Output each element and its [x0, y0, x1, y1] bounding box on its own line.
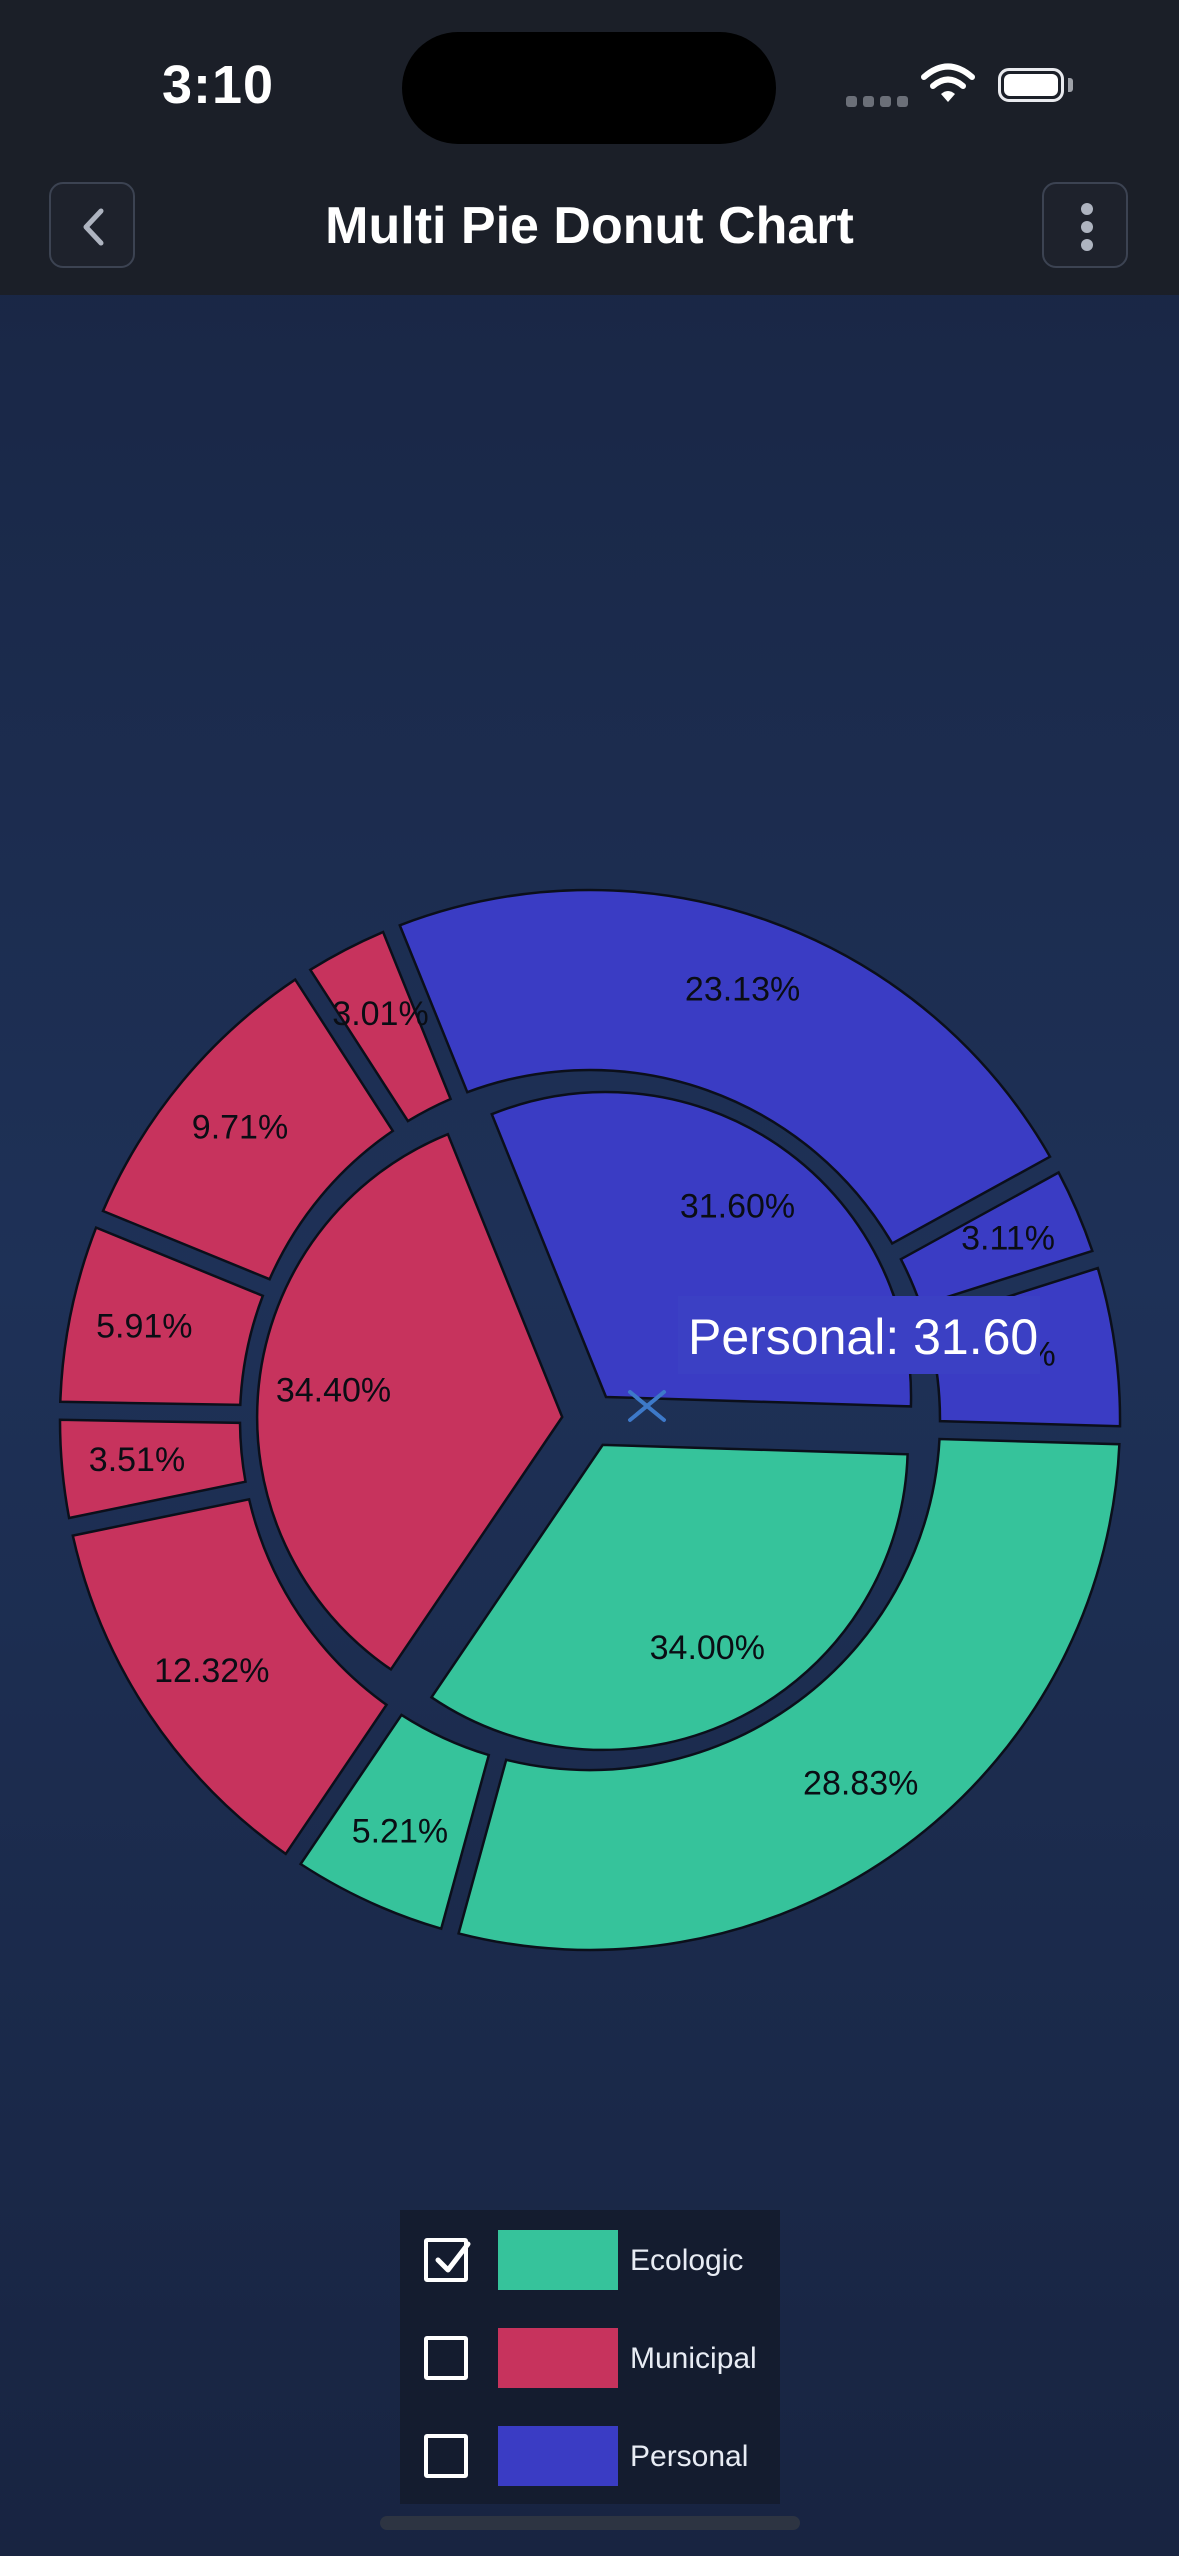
- tooltip-background: [678, 1296, 1040, 1374]
- outer-slice-ecologic-4[interactable]: [298, 1713, 491, 1931]
- data-label: 3.11%: [961, 1220, 1055, 1258]
- checkbox-unchecked[interactable]: [424, 2434, 468, 2478]
- legend-label: Ecologic: [630, 2244, 744, 2277]
- wifi-icon: [920, 62, 976, 109]
- data-label: 34.00%: [650, 1629, 765, 1667]
- navigation-bar: [0, 175, 1179, 295]
- legend: Ecologic Municipal Personal: [400, 2210, 780, 2504]
- checkmark-icon: [435, 2241, 471, 2273]
- data-label: 12.32%: [154, 1652, 269, 1690]
- data-label: 31.60%: [680, 1187, 795, 1225]
- legend-item-municipal[interactable]: Municipal: [400, 2328, 780, 2388]
- outer-slice-municipal-7[interactable]: [59, 1225, 265, 1407]
- legend-item-ecologic[interactable]: Ecologic: [400, 2230, 780, 2290]
- legend-swatch-ecologic: [498, 2230, 618, 2290]
- checkbox-checked[interactable]: [424, 2238, 471, 2282]
- status-time: 3:10: [162, 55, 275, 115]
- legend-swatch-personal: [498, 2426, 618, 2486]
- battery-cap: [1068, 78, 1073, 92]
- home-indicator: [380, 2516, 800, 2530]
- data-label: 34.40%: [276, 1372, 391, 1410]
- tooltip: Personal: 31.60: [628, 1296, 1040, 1422]
- back-button[interactable]: [49, 182, 135, 268]
- legend-label: Personal: [630, 2440, 749, 2473]
- tooltip-text: Personal: 31.60: [688, 1309, 1038, 1365]
- data-label: 3.51%: [89, 1441, 185, 1479]
- battery-icon: [998, 68, 1064, 102]
- more-vertical-icon: [1081, 203, 1093, 251]
- outer-ring: 23.13%3.11%%28.83%5.21%12.32%3.51%5.91%9…: [58, 888, 1122, 1952]
- legend-item-personal[interactable]: Personal: [400, 2426, 780, 2486]
- dynamic-island: [402, 32, 776, 144]
- outer-slice-ecologic-3[interactable]: [457, 1437, 1121, 1952]
- inner-pie: 31.60% 34.00% 34.40%: [255, 1090, 913, 1752]
- crosshair-icon: [628, 1390, 666, 1422]
- cellular-signal-icon: [846, 94, 914, 112]
- outer-slice-municipal-5[interactable]: [71, 1497, 389, 1856]
- legend-label: Municipal: [630, 2342, 757, 2375]
- outer-slice-municipal-9[interactable]: [308, 930, 453, 1123]
- data-label: 5.21%: [352, 1812, 448, 1850]
- outer-slice-personal-0[interactable]: [398, 888, 1052, 1246]
- outer-slice-municipal-8[interactable]: [101, 977, 395, 1281]
- outer-slice-personal-1[interactable]: [899, 1170, 1094, 1308]
- data-label: 23.13%: [685, 970, 800, 1008]
- inner-slice-municipal[interactable]: [255, 1132, 564, 1672]
- inner-slice-ecologic[interactable]: [429, 1443, 909, 1752]
- data-label: 3.01%: [332, 995, 428, 1033]
- outer-slice-municipal-6[interactable]: [58, 1418, 247, 1520]
- data-label: 9.71%: [192, 1108, 288, 1146]
- checkbox-unchecked[interactable]: [424, 2336, 468, 2380]
- page-title: Multi Pie Donut Chart: [325, 197, 854, 255]
- more-options-button[interactable]: [1042, 182, 1128, 268]
- data-label: 28.83%: [803, 1765, 918, 1803]
- legend-swatch-municipal: [498, 2328, 618, 2388]
- data-label: 5.91%: [96, 1307, 192, 1345]
- chevron-left-icon: [83, 208, 104, 246]
